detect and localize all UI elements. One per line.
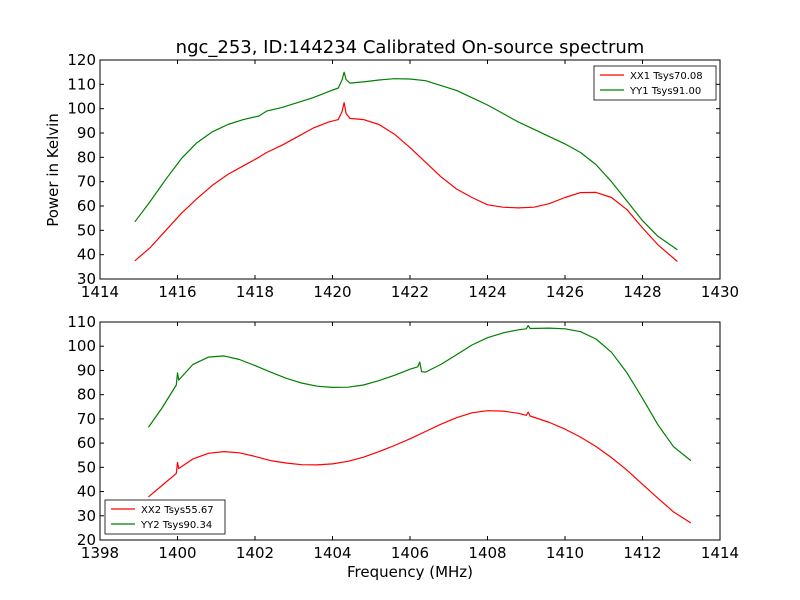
x-tick-label: 1400 (158, 544, 196, 562)
series-line-xx2 (148, 410, 692, 524)
series-line-yy2 (147, 325, 692, 462)
x-tick-label: 1422 (391, 283, 429, 301)
x-tick-label: 1404 (313, 544, 351, 562)
x-tick-label: 1420 (313, 283, 351, 301)
y-tick-label: 40 (77, 246, 96, 264)
y-tick-label: 80 (77, 386, 96, 404)
y-tick-label: 20 (77, 531, 96, 549)
y-tick-label: 60 (77, 197, 96, 215)
bottom-chart: 1398 1400 1402 1404 1406 1408 1410 1412 1414 20 30… (67, 313, 739, 562)
x-tick-label: 1406 (391, 544, 429, 562)
y-tick-label: 70 (77, 173, 96, 191)
x-tick-label: 1414 (81, 283, 119, 301)
series-line-yy1 (134, 71, 678, 251)
y-tick-label: 100 (67, 337, 96, 355)
legend-label: YY2 Tsys90.34 (140, 520, 212, 531)
legend-box (104, 499, 226, 535)
y-tick-label: 50 (77, 221, 96, 239)
x-tick-label: 1398 (81, 544, 119, 562)
legend-box (593, 65, 717, 101)
x-tick-label: 1412 (623, 544, 661, 562)
legend: XX1 Tsys70.08 YY1 Tsys91.00 (593, 65, 717, 101)
legend-label: XX2 Tsys55.67 (141, 505, 214, 516)
y-tick-label: 30 (77, 270, 96, 288)
y-tick-label: 70 (77, 410, 96, 428)
x-tick-label: 1418 (236, 283, 274, 301)
y-tick-label: 60 (77, 434, 96, 452)
top-y-axis-label: Power in Kelvin (44, 113, 62, 227)
y-tick-label: 40 (77, 483, 96, 501)
y-tick-label: 90 (77, 124, 96, 142)
y-tick-label: 30 (77, 507, 96, 525)
legend: XX2 Tsys55.67 YY2 Tsys90.34 (104, 499, 226, 535)
y-tick-label: 110 (67, 75, 96, 93)
top-chart: 1414 1416 1418 1420 1422 1424 1426 1428 1430 30 40… (67, 51, 739, 301)
legend-label: YY1 Tsys91.00 (629, 86, 701, 97)
bottom-x-axis-label: Frequency (MHz) (347, 563, 473, 581)
y-tick-label: 110 (67, 313, 96, 331)
y-tick-label: 120 (67, 51, 96, 69)
x-tick-label: 1426 (546, 283, 584, 301)
x-tick-label: 1402 (236, 544, 274, 562)
y-tick-label: 80 (77, 148, 96, 166)
legend-label: XX1 Tsys70.08 (630, 71, 703, 82)
x-tick-label: 1424 (468, 283, 506, 301)
x-tick-label: 1410 (546, 544, 584, 562)
x-tick-label: 1408 (468, 544, 506, 562)
x-tick-label: 1428 (623, 283, 661, 301)
x-tick-label: 1430 (701, 283, 739, 301)
y-tick-label: 50 (77, 458, 96, 476)
x-tick-label: 1414 (701, 544, 739, 562)
y-tick-label: 90 (77, 361, 96, 379)
series-line-xx1 (134, 101, 678, 262)
y-tick-label: 100 (67, 100, 96, 118)
top-chart-title: ngc_253, ID:144234 Calibrated On-source … (176, 37, 645, 58)
x-tick-label: 1416 (158, 283, 196, 301)
